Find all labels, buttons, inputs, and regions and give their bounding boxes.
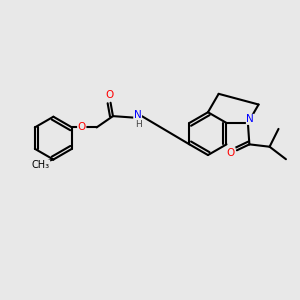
Text: N: N (246, 114, 254, 124)
Text: H: H (135, 120, 142, 129)
Text: O: O (78, 122, 86, 131)
Text: O: O (106, 90, 114, 100)
Text: CH₃: CH₃ (32, 160, 50, 170)
Text: O: O (227, 148, 235, 158)
Text: N: N (134, 110, 142, 120)
